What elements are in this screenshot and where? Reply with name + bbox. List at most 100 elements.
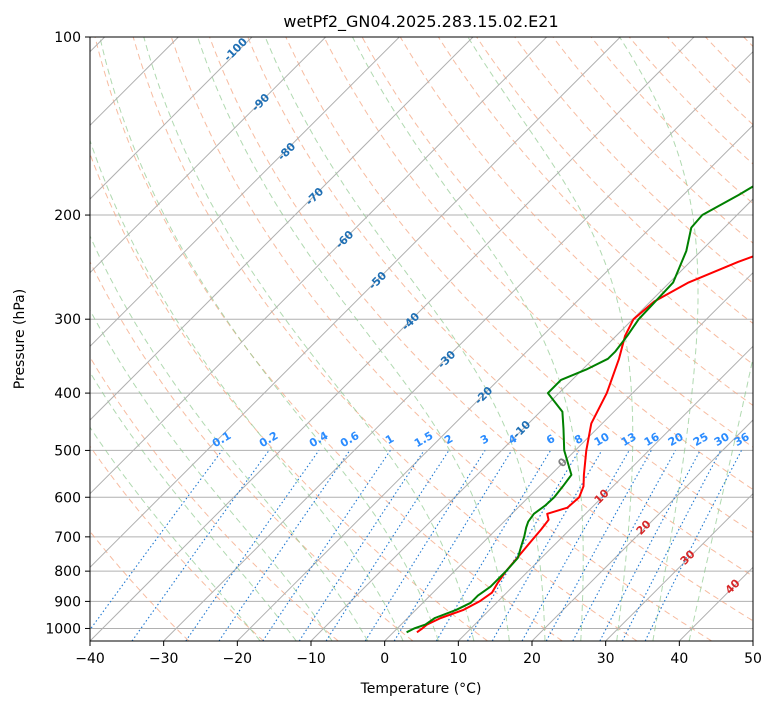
temperature-profile-line [416,255,753,634]
dewpoint-profile-line [406,185,753,634]
isotherm-line [310,198,753,641]
x-tick-label: −10 [296,651,326,667]
moist-adiabat [143,37,475,641]
mixing-ratio-label: 8 [572,432,585,447]
isotherm-line [605,492,753,641]
isotherm-label: -20 [472,384,495,407]
x-tick-label: −40 [75,651,105,667]
isotherm-label: -40 [399,310,422,333]
isotherm-label: -50 [366,269,389,292]
mixing-ratio-label: 2 [442,432,455,447]
isotherm-label: -70 [303,185,326,208]
moist-adiabat [90,309,333,641]
y-tick-label: 700 [54,530,81,546]
x-tick-label: −30 [149,651,179,667]
wetbulb-label: 10 [592,486,612,506]
x-axis: −40 −30 −20 −10 0 10 20 30 40 50 [75,641,762,667]
mixing-ratio-line [599,450,701,641]
dry-adiabat [437,37,753,365]
isotherm-line [531,419,753,641]
y-tick-label: 200 [54,208,81,224]
moist-adiabat [264,37,546,641]
mixing-ratio-line [393,450,513,641]
mixing-ratio-line [621,450,722,641]
dry-adiabat [705,37,753,87]
dry-adiabat [514,37,753,284]
moist-adiabat [90,371,297,641]
dry-adiabat [285,37,753,534]
pressure-grid [90,37,753,629]
isotherm-line [90,37,327,274]
isotherm-line [457,345,753,641]
mixing-ratio-line [262,450,391,641]
isotherm-line [90,37,474,421]
chart-title: wetPf2_GN04.2025.283.15.02.E21 [283,12,558,32]
wetbulb-label: 40 [723,576,743,596]
dry-adiabat [667,37,753,126]
moist-adiabat [90,426,261,641]
mixing-ratio-label: 0.2 [257,429,280,450]
isotherm-label: -100 [221,35,250,64]
overlay-labels: -100-90-80-70-60-50-40-30-20-100.1 0.2 0.4… [210,35,752,597]
x-axis-label: Temperature (°C) [360,681,482,697]
dry-adiabat [209,37,753,622]
dry-adiabat [94,37,563,641]
isotherm-line [752,640,753,641]
mixing-ratio-label: 20 [666,430,686,449]
plot-area [90,37,753,641]
mixing-ratio-line [131,450,270,641]
dry-adiabat [90,152,488,641]
y-tick-label: 300 [54,312,81,328]
x-tick-label: 10 [449,651,467,667]
isotherm-line [90,37,400,348]
dry-adiabat [476,37,753,325]
isotherm-label: -30 [435,348,458,371]
mixing-ratio-line [545,450,652,641]
y-axis-label: Pressure (hPa) [12,289,28,389]
mixing-ratio-line [298,450,425,641]
y-tick-label: 1000 [45,621,81,637]
isotherm-line [236,124,753,641]
dry-adiabat [132,37,638,641]
mixing-ratio-line [90,450,223,631]
isotherm-line [90,37,695,641]
x-tick-label: 30 [597,651,615,667]
x-tick-label: −20 [223,651,253,667]
isotherm-line [90,37,253,200]
mixing-ratio-label: 13 [619,430,639,449]
isotherm-line [678,566,753,641]
x-tick-label: 40 [670,651,688,667]
mixing-ratio-label: 0.1 [210,429,233,450]
mixing-ratio-label: 10 [592,430,612,449]
dry-adiabat [743,37,753,48]
wetbulb-label: 30 [678,547,698,567]
mixing-ratio-line [572,450,676,641]
y-tick-label: 800 [54,564,81,580]
y-tick-label: 500 [54,443,81,459]
y-tick-label: 900 [54,594,81,610]
mixing-ratio-label: 25 [691,430,711,449]
mixing-ratio-line [521,450,630,641]
mixing-ratio-label: 3 [478,432,491,447]
dry-adiabat [90,260,414,641]
x-tick-label: 0 [380,651,389,667]
isotherm-label: -80 [275,140,298,163]
mixing-ratio-label: 30 [712,430,732,449]
dry-adiabats [90,37,753,641]
mixing-ratio-line [325,450,450,641]
y-tick-label: 100 [54,30,81,46]
mixing-ratio-label: 36 [732,430,752,449]
profiles [406,185,753,634]
mixing-ratio-label: 1 [383,432,396,447]
dry-adiabat [170,37,712,641]
dry-adiabat [90,356,339,641]
plot-frame [89,36,754,642]
moist-adiabat [99,37,439,641]
dry-adiabat [323,37,753,491]
x-tick-label: 50 [744,651,762,667]
mixing-ratio-line [364,450,486,641]
moist-adiabat [619,37,699,641]
mixing-ratio-label: 0.4 [307,429,331,450]
isotherm-line [90,37,548,495]
